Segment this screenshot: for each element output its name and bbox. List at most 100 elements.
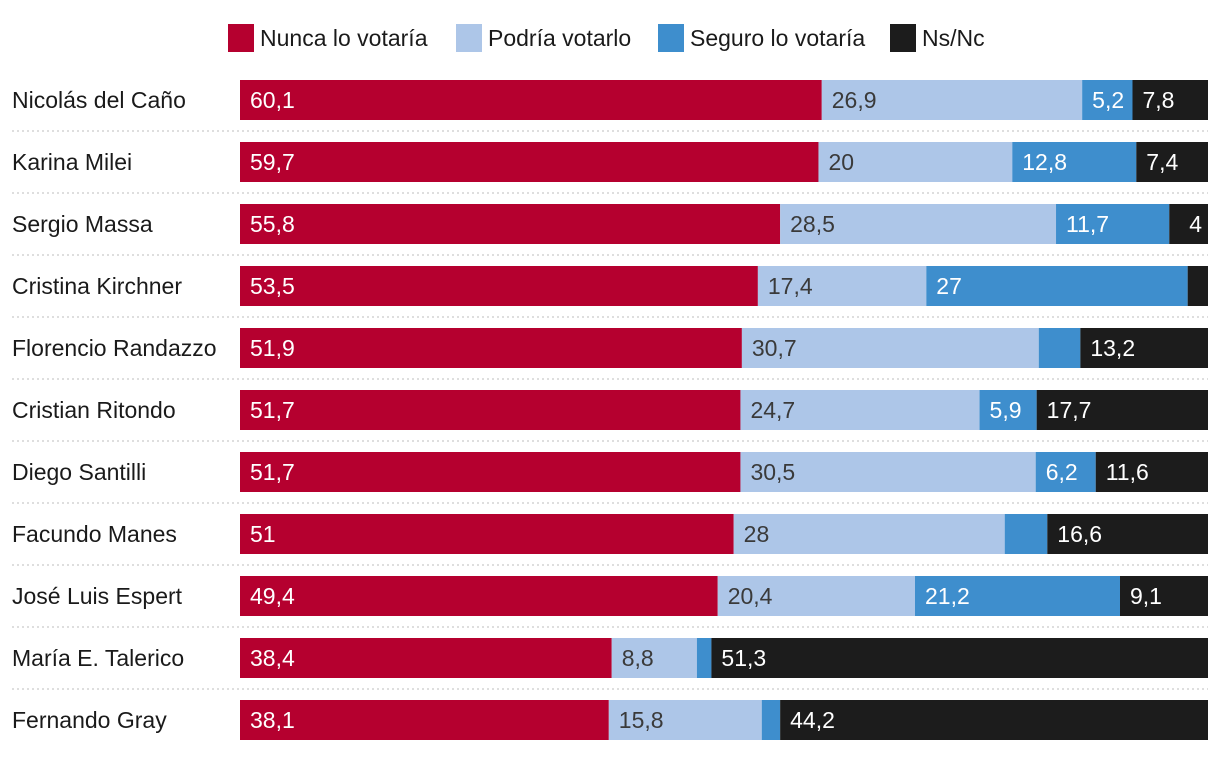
bar-segment-ns-nc (1136, 142, 1208, 182)
bar-row: Karina Milei 59,7 20 12,8 7,4 (12, 142, 1208, 182)
legend-swatch-0 (228, 24, 254, 52)
bar-value-label: 26,9 (832, 87, 877, 113)
bar-value-label: 6,2 (1046, 459, 1078, 485)
bar-value-label: 17,4 (768, 273, 813, 299)
bar-segment-seguro-lo-votar-a (1056, 204, 1170, 244)
bar-value-label: 28 (744, 521, 770, 547)
bar-segment-podr-a-votarlo (608, 700, 762, 740)
category-label: Sergio Massa (12, 211, 153, 237)
bar-value-label: 30,7 (752, 335, 797, 361)
category-label: Nicolás del Caño (12, 87, 186, 113)
bar-segment-nunca-lo-votar-a (240, 266, 758, 306)
bar-value-label: 20 (828, 149, 854, 175)
bar-segment-podr-a-votarlo (821, 80, 1083, 120)
bar-segment-nunca-lo-votar-a (240, 452, 741, 492)
bar-value-label: 59,7 (250, 149, 295, 175)
bar-segment-podr-a-votarlo (740, 452, 1036, 492)
bar-row: Nicolás del Caño 60,1 26,9 5,2 7,8 (12, 80, 1208, 120)
bar-segment-podr-a-votarlo (740, 390, 980, 430)
bar-value-label: 51,7 (250, 397, 295, 423)
bar-segment-ns-nc (1132, 80, 1208, 120)
bar-value-label: 55,8 (250, 211, 295, 237)
category-label: Cristina Kirchner (12, 273, 182, 299)
bar-segment-ns-nc (1187, 266, 1208, 306)
category-label: José Luis Espert (12, 583, 183, 609)
legend-label-3: Ns/Nc (922, 25, 985, 51)
legend-swatch-3 (890, 24, 916, 52)
bar-value-label: 16,6 (1057, 521, 1102, 547)
bar-rows: Nicolás del Caño 60,1 26,9 5,2 7,8 Karina Mil… (12, 80, 1208, 740)
legend-swatch-2 (658, 24, 684, 52)
bar-segment-seguro-lo-votar-a (761, 700, 781, 740)
category-label: Facundo Manes (12, 521, 177, 547)
bar-segment-podr-a-votarlo (757, 266, 927, 306)
legend: Nunca lo votaría Podría votarlo Seguro lo … (228, 24, 985, 52)
bar-segment-ns-nc (711, 638, 1208, 678)
bar-value-label: 7,4 (1146, 149, 1178, 175)
bar-value-label: 51,9 (250, 335, 295, 361)
bar-value-label: 21,2 (925, 583, 970, 609)
bar-value-label: 38,1 (250, 707, 295, 733)
bar-segment-podr-a-votarlo (741, 328, 1039, 368)
bar-row: Facundo Manes 51 28 16,6 (12, 514, 1208, 554)
bar-segment-seguro-lo-votar-a (979, 390, 1037, 430)
bar-value-label: 28,5 (790, 211, 835, 237)
bar-segment-podr-a-votarlo (611, 638, 697, 678)
bar-value-label: 60,1 (250, 87, 295, 113)
bar-value-label: 30,5 (750, 459, 795, 485)
bar-segment-nunca-lo-votar-a (240, 80, 822, 120)
bar-segment-ns-nc (1095, 452, 1208, 492)
bar-segment-nunca-lo-votar-a (240, 638, 612, 678)
category-label: Florencio Randazzo (12, 335, 217, 361)
bar-segment-nunca-lo-votar-a (240, 142, 819, 182)
bar-value-label: 44,2 (790, 707, 835, 733)
bar-row: Diego Santilli 51,7 30,5 6,2 11,6 (12, 452, 1208, 492)
bar-segment-podr-a-votarlo (733, 514, 1005, 554)
bar-segment-nunca-lo-votar-a (240, 328, 742, 368)
bar-value-label: 8,8 (622, 645, 654, 671)
bar-segment-seguro-lo-votar-a (926, 266, 1188, 306)
bar-segment-ns-nc (1047, 514, 1208, 554)
bar-value-label: 12,8 (1022, 149, 1067, 175)
bar-segment-ns-nc (1080, 328, 1208, 368)
bar-segment-podr-a-votarlo (818, 142, 1013, 182)
bar-segment-seguro-lo-votar-a (1012, 142, 1137, 182)
bar-segment-nunca-lo-votar-a (240, 514, 734, 554)
bar-row: María E. Talerico 38,4 8,8 51,3 (12, 638, 1208, 678)
bar-segment-ns-nc (1036, 390, 1208, 430)
bar-segment-seguro-lo-votar-a (1082, 80, 1133, 120)
bar-row: Fernando Gray 38,1 15,8 44,2 (12, 700, 1208, 740)
bar-value-label: 11,7 (1066, 211, 1109, 237)
bar-value-label: 9,1 (1130, 583, 1162, 609)
category-label: Diego Santilli (12, 459, 146, 485)
bar-row: Sergio Massa 55,8 28,5 11,7 4 (12, 204, 1208, 244)
bar-segment-podr-a-votarlo (717, 576, 915, 616)
bar-value-label: 5,2 (1092, 87, 1124, 113)
bar-value-label: 24,7 (750, 397, 795, 423)
bar-value-label: 13,2 (1090, 335, 1135, 361)
row-separators (12, 130, 1208, 690)
bar-segment-seguro-lo-votar-a (1004, 514, 1048, 554)
bar-value-label: 7,8 (1142, 87, 1174, 113)
bar-segment-nunca-lo-votar-a (240, 390, 741, 430)
bar-segment-nunca-lo-votar-a (240, 576, 718, 616)
bar-segment-seguro-lo-votar-a (1038, 328, 1081, 368)
bar-row: Cristian Ritondo 51,7 24,7 5,9 17,7 (12, 390, 1208, 430)
bar-value-label: 53,5 (250, 273, 295, 299)
bar-value-label: 20,4 (728, 583, 773, 609)
category-label: María E. Talerico (12, 645, 184, 671)
legend-label-2: Seguro lo votaría (690, 25, 865, 51)
category-label: Cristian Ritondo (12, 397, 176, 423)
bar-segment-podr-a-votarlo (780, 204, 1057, 244)
bar-segment-seguro-lo-votar-a (696, 638, 712, 678)
bar-value-label: 5,9 (990, 397, 1022, 423)
bar-value-label: 51,7 (250, 459, 295, 485)
legend-label-0: Nunca lo votaría (260, 25, 428, 51)
legend-label-1: Podría votarlo (488, 25, 631, 51)
bar-value-label: 27 (936, 273, 962, 299)
bar-value-label: 51,3 (721, 645, 766, 671)
bar-segment-ns-nc (1120, 576, 1208, 616)
legend-swatch-1 (456, 24, 482, 52)
bar-row: José Luis Espert 49,4 20,4 21,2 9,1 (12, 576, 1208, 616)
